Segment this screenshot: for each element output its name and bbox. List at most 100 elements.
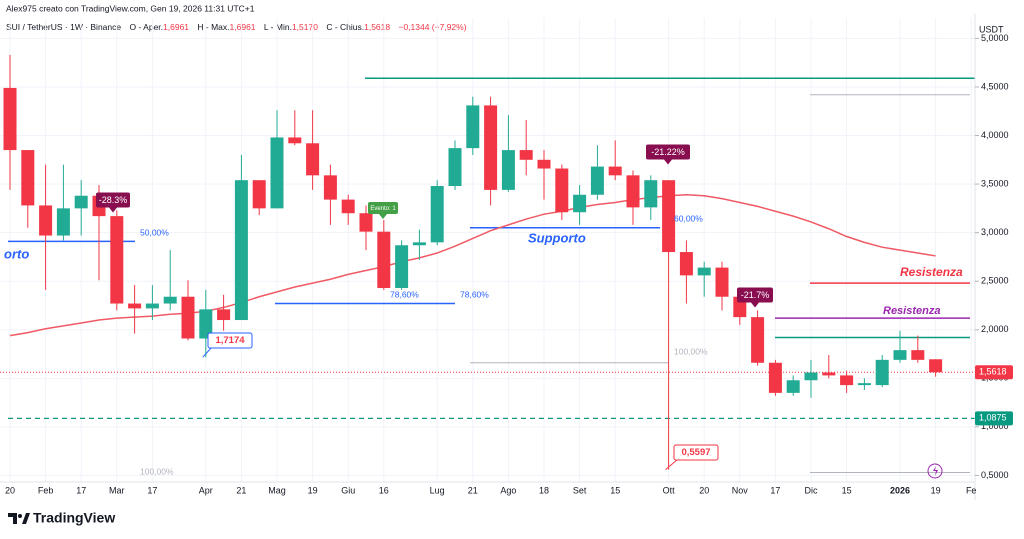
moving-average xyxy=(9,194,936,337)
x-tick-label: Lug xyxy=(430,485,445,495)
annotation: 78,60% xyxy=(390,289,419,299)
candle-body xyxy=(288,137,302,144)
candle-body xyxy=(893,350,907,360)
x-tick-label: 19 xyxy=(931,485,941,495)
candle-body xyxy=(768,362,782,393)
candle-body xyxy=(448,148,462,187)
candle-body xyxy=(110,216,124,304)
x-tick-label: 20 xyxy=(699,485,709,495)
x-tick-label: 18 xyxy=(539,485,549,495)
candle-body xyxy=(21,150,35,206)
y-tick-label: 5,0000 xyxy=(981,33,1009,43)
candle-body xyxy=(181,296,195,339)
y-tick-label: 2,5000 xyxy=(981,276,1009,286)
x-tick-label: Set xyxy=(573,485,587,495)
brand-logo xyxy=(8,513,30,524)
close-label: C - Chius. xyxy=(326,22,364,32)
change-tag-box xyxy=(646,144,690,160)
event-icon xyxy=(927,463,943,479)
x-tick-label: 15 xyxy=(842,485,852,495)
candle-body xyxy=(145,303,159,309)
annotation: 50,00% xyxy=(140,227,169,237)
candle-body xyxy=(128,303,142,309)
candle-body xyxy=(484,105,498,190)
candle-body xyxy=(875,359,889,386)
price-label: 1,0875 xyxy=(979,413,1007,423)
x-tick-label: 17 xyxy=(76,485,86,495)
x-tick-label: Ago xyxy=(500,485,516,495)
change-tag: -21.22% xyxy=(651,147,685,157)
x-tick-label: Giu xyxy=(341,485,355,495)
candle-body xyxy=(679,252,693,276)
candle-body xyxy=(715,267,729,297)
change-tag-box xyxy=(96,192,130,208)
candle-body xyxy=(217,309,231,321)
candle-body xyxy=(74,195,88,209)
tag-label: 1,7174 xyxy=(215,335,245,346)
candle-body xyxy=(662,180,676,253)
high-label: H - Max. xyxy=(197,22,229,32)
price-label-box xyxy=(975,411,1013,426)
x-tick-label: 16 xyxy=(379,485,389,495)
candle-body xyxy=(751,317,765,363)
candle-body xyxy=(822,372,836,376)
candle-body xyxy=(341,199,355,214)
annotation: 60,00% xyxy=(674,213,703,223)
x-tick-label: 17 xyxy=(147,485,157,495)
tag-box xyxy=(207,332,253,349)
y-tick-label: 4,5000 xyxy=(981,81,1009,91)
candle-body xyxy=(306,143,320,176)
brand: TradingView xyxy=(33,510,115,526)
price-label-box xyxy=(975,365,1013,380)
candle-body xyxy=(323,175,337,200)
x-tick-label: 17 xyxy=(770,485,780,495)
candle-body xyxy=(608,166,622,176)
low-label: L - Min. xyxy=(264,22,292,32)
candle-body xyxy=(555,168,569,213)
candle-body xyxy=(270,137,284,209)
annotation: 78,60% xyxy=(460,289,489,299)
candle-body xyxy=(252,180,266,209)
change-tag-pointer xyxy=(751,302,759,308)
candle-body xyxy=(395,245,409,288)
price-label: 1,5618 xyxy=(979,367,1007,377)
x-tick-label: Apr xyxy=(199,485,213,495)
candle-body xyxy=(412,242,426,246)
candle-body xyxy=(199,309,213,339)
annotation: Resistenza xyxy=(883,305,940,317)
change-tag-box xyxy=(368,202,398,214)
x-tick-label: 15 xyxy=(610,485,620,495)
event-icon-bolt xyxy=(933,466,938,476)
tag-box xyxy=(673,444,719,461)
symbol: SUI / TetherUS · 1W · Binance xyxy=(6,22,121,32)
open-label: O - Aper. xyxy=(129,22,163,32)
change-tag: Evento: 1 xyxy=(370,206,396,212)
x-tick-label: 21 xyxy=(236,485,246,495)
credit: Alex975 creato con TradingView.com, Gen … xyxy=(6,3,255,13)
change-tag-pointer xyxy=(379,214,387,219)
candle-body xyxy=(163,296,177,304)
y-tick-label: 4,0000 xyxy=(981,130,1009,140)
logo-dot xyxy=(18,514,22,518)
x-tick-label: Fe xyxy=(966,485,977,495)
candle-body xyxy=(56,208,70,236)
candle-body xyxy=(911,350,925,360)
x-tick-label: 20 xyxy=(5,485,15,495)
change-tag: -28.3% xyxy=(99,195,128,205)
candle-body xyxy=(377,231,391,288)
plot xyxy=(0,18,975,482)
open-value: 1,6961 xyxy=(163,22,189,32)
candle-body xyxy=(929,359,943,373)
x-tick-label: 2026 xyxy=(890,485,910,495)
x-tick-label: 21 xyxy=(468,485,478,495)
close-value: 1,5618 xyxy=(364,22,390,32)
annotation: 100,00% xyxy=(674,346,708,356)
candle-body xyxy=(39,205,53,236)
x-tick-label: Feb xyxy=(38,485,54,495)
logo-mark xyxy=(22,513,30,524)
candle-body xyxy=(3,87,17,151)
x-tick-label: Nov xyxy=(732,485,749,495)
